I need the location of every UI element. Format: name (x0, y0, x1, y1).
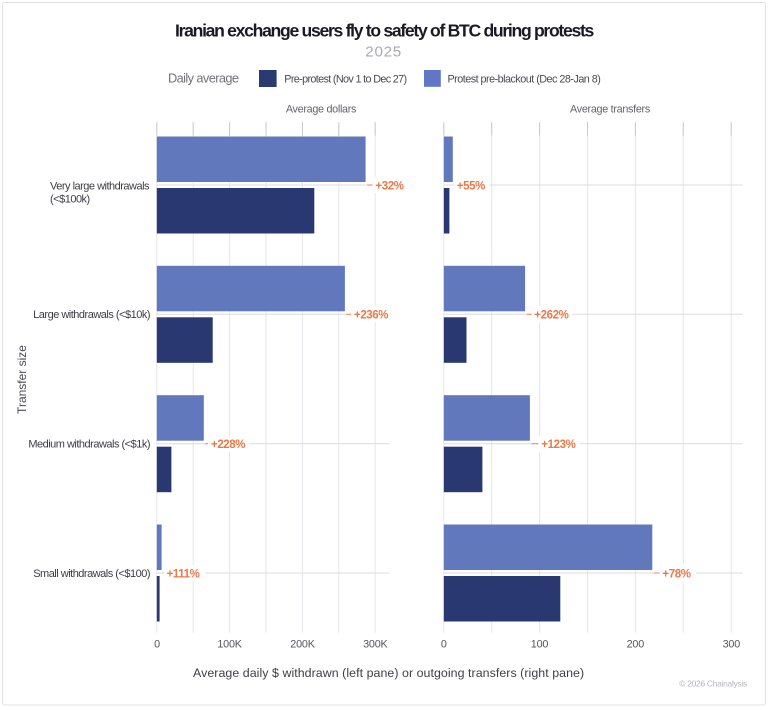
svg-text:0: 0 (154, 638, 160, 650)
svg-text:200K: 200K (290, 638, 315, 650)
svg-text:Very large withdrawals: Very large withdrawals (50, 180, 150, 192)
svg-text:© 2026 Chainalysis: © 2026 Chainalysis (679, 679, 747, 689)
svg-text:Transfer size: Transfer size (15, 345, 29, 414)
svg-text:+262%: +262% (534, 310, 568, 322)
svg-text:+228%: +228% (211, 439, 245, 451)
svg-text:(<$100k): (<$100k) (50, 194, 90, 206)
svg-text:Medium withdrawals (<$1k): Medium withdrawals (<$1k) (28, 439, 150, 451)
svg-text:Small withdrawals (<$100): Small withdrawals (<$100) (33, 568, 150, 580)
svg-text:Protest pre-blackout (Dec 28-J: Protest pre-blackout (Dec 28-Jan 8) (448, 73, 601, 85)
svg-text:Average dollars: Average dollars (286, 104, 357, 116)
svg-text:Average transfers: Average transfers (570, 104, 651, 116)
svg-text:+32%: +32% (375, 180, 403, 192)
svg-text:Daily average: Daily average (168, 71, 239, 86)
svg-text:100: 100 (531, 638, 549, 650)
svg-text:0: 0 (441, 638, 447, 650)
svg-text:+78%: +78% (662, 568, 690, 580)
svg-text:Average daily $ withdrawn (lef: Average daily $ withdrawn (left pane) or… (193, 666, 584, 680)
svg-text:+236%: +236% (354, 310, 388, 322)
svg-text:200: 200 (627, 638, 645, 650)
svg-text:300: 300 (723, 638, 741, 650)
svg-text:100K: 100K (217, 638, 242, 650)
svg-text:+123%: +123% (541, 439, 575, 451)
svg-text:Pre-protest (Nov 1 to Dec 27): Pre-protest (Nov 1 to Dec 27) (284, 73, 406, 85)
svg-text:Large withdrawals (<$10k): Large withdrawals (<$10k) (33, 309, 150, 321)
svg-text:2025: 2025 (365, 44, 402, 61)
svg-text:Iranian exchange users fly to: Iranian exchange users fly to safety of … (175, 20, 595, 40)
svg-text:+111%: +111% (167, 568, 200, 580)
svg-text:300K: 300K (363, 638, 388, 650)
svg-text:+55%: +55% (457, 180, 485, 192)
